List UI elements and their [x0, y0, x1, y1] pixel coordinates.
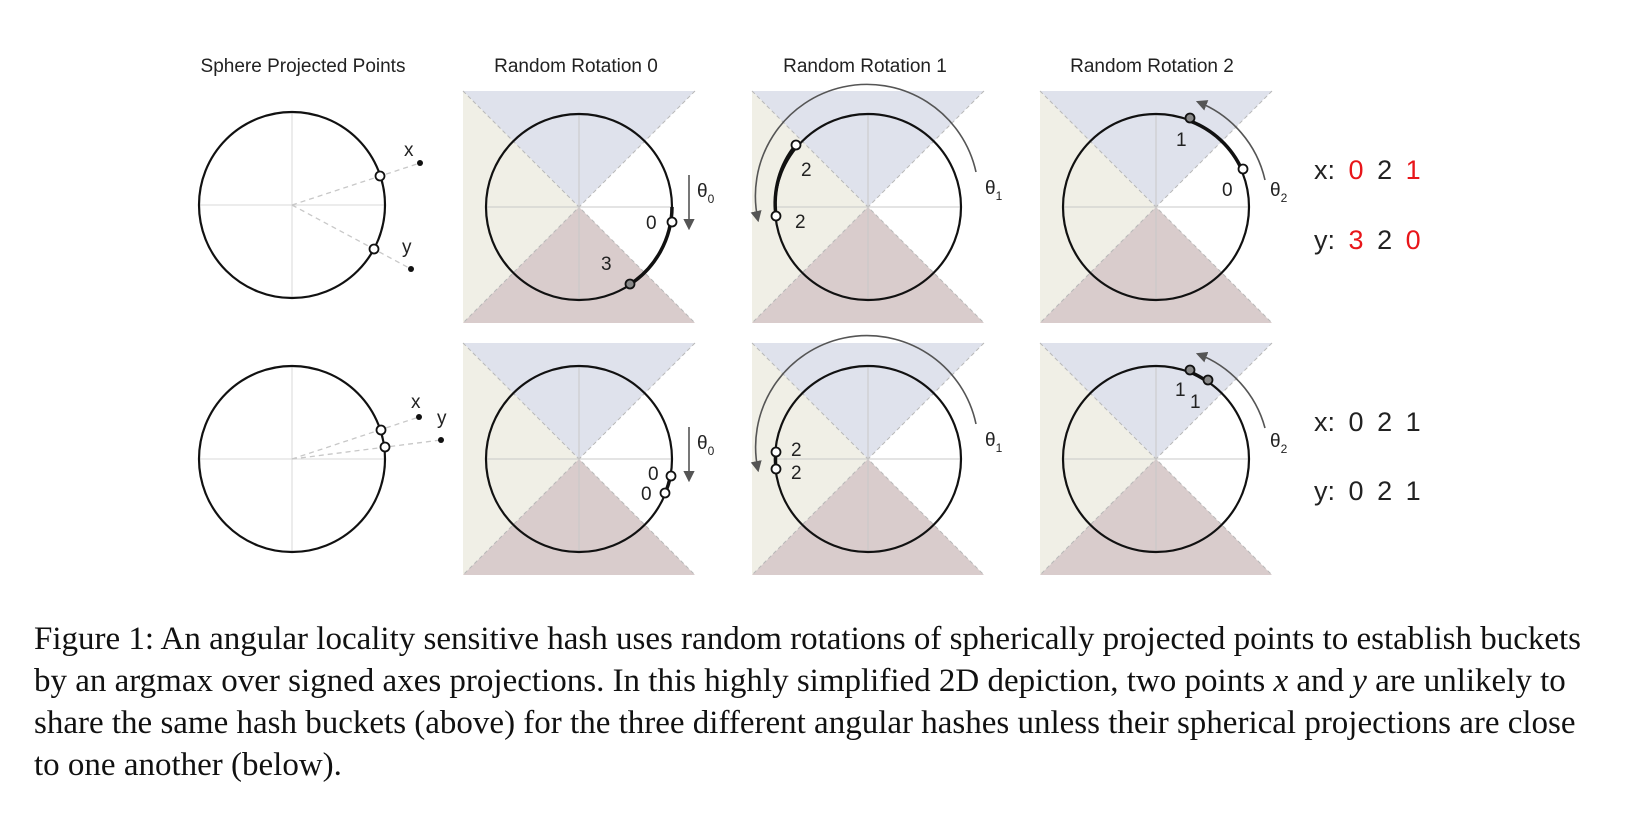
rot2-x-bucket: 0 [1222, 180, 1233, 201]
rot0-x-bucket: 0 [646, 213, 657, 234]
sphere-panel-bottom: x y [197, 364, 447, 554]
hash-values-bottom: x: 0 2 1 y: 0 2 1 [1314, 407, 1421, 506]
caption-part-2: and [1288, 663, 1353, 699]
rot1-x-bucket: 2 [801, 160, 812, 181]
rot2-y-bucket-bottom: 1 [1190, 392, 1201, 413]
panel-title-rotation-2: Random Rotation 2 [1070, 56, 1234, 77]
x-point-label: x [404, 140, 414, 161]
rot0-x-bucket-bottom: 0 [648, 464, 659, 485]
x-point-label-bottom: x [411, 392, 421, 413]
hash-values-top: x: 0 2 1 y: 3 2 0 [1314, 155, 1421, 255]
theta-2-label-bottom: θ2 [1270, 431, 1288, 456]
hash-y-bottom: y: 0 2 1 [1314, 476, 1421, 506]
theta-1-label: θ1 [985, 178, 1003, 203]
y-point [408, 266, 414, 272]
y-point-label-bottom: y [437, 408, 447, 429]
rot1-y-bucket: 2 [795, 212, 806, 233]
caption-var-x: x [1273, 663, 1289, 699]
caption-part-1: Figure 1: An angular locality sensitive … [34, 621, 1582, 699]
panel-title-rotation-1: Random Rotation 1 [783, 56, 947, 77]
lsh-figure: Sphere Projected Points Random Rotation … [197, 56, 1421, 576]
rotation-1-panel-top: 2 2 θ1 [750, 83, 1003, 324]
hash-y-top: y: 3 2 0 [1314, 225, 1421, 255]
theta-0-label: θ0 [697, 181, 715, 206]
theta-1-label-bottom: θ1 [985, 430, 1003, 455]
caption-var-y: y [1352, 663, 1367, 699]
rotation-2-panel-bottom: 1 1 θ2 [1039, 342, 1288, 576]
panel-title-rotation-0: Random Rotation 0 [494, 56, 658, 77]
x-point [417, 160, 423, 166]
rot2-y-bucket: 1 [1176, 130, 1187, 151]
panel-title-sphere: Sphere Projected Points [201, 56, 406, 77]
rot1-x-bucket-bottom: 2 [791, 440, 802, 461]
rotation-0-panel-bottom: 0 0 θ0 [462, 342, 715, 576]
rot0-y-bucket: 3 [601, 254, 612, 275]
rotation-1-panel-bottom: 2 2 θ1 [750, 334, 1003, 576]
theta-2-label: θ2 [1270, 180, 1288, 205]
y-projection-point [368, 243, 380, 255]
sphere-panel-top: x y [197, 110, 423, 300]
theta-0-label-bottom: θ0 [697, 433, 715, 458]
figure-caption: Figure 1: An angular locality sensitive … [34, 618, 1600, 786]
caption-part-3: are unlikely to share the same hash buck… [34, 663, 1576, 783]
rotation-0-panel-top: 0 3 θ0 [462, 90, 715, 324]
rot0-y-bucket-bottom: 0 [641, 484, 652, 505]
rotation-2-panel-top: 0 1 θ2 [1039, 90, 1288, 324]
x-projection-point [374, 170, 386, 182]
rot1-y-bucket-bottom: 2 [791, 463, 802, 484]
rot2-x-bucket-bottom: 1 [1175, 380, 1186, 401]
hash-x-bottom: x: 0 2 1 [1314, 407, 1421, 437]
hash-x-top: x: 0 2 1 [1314, 155, 1421, 185]
y-point-label: y [402, 237, 412, 258]
